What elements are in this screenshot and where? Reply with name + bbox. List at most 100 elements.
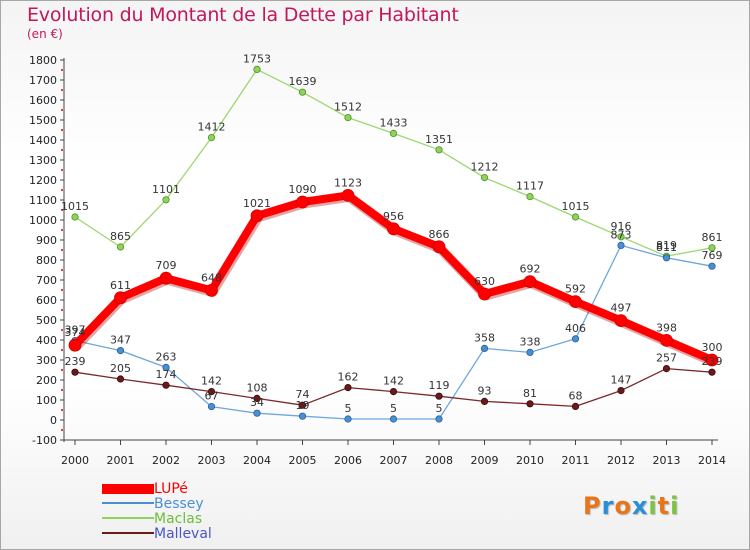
y-minor-marker: [61, 349, 63, 351]
y-tick-label: 800: [36, 254, 57, 267]
y-minor-marker: [61, 409, 63, 411]
data-point-maclas: [207, 134, 216, 142]
x-tick-label: 2000: [61, 454, 89, 467]
y-tick-label: 900: [36, 234, 57, 247]
chart-title: Evolution du Montant de la Dette par Hab…: [27, 4, 459, 26]
logo-letter: P: [583, 492, 602, 520]
data-point-malleval: [617, 386, 625, 395]
data-point-malleval: [571, 402, 580, 410]
x-tick-label: 2009: [471, 454, 499, 467]
data-label-malleval: 93: [478, 384, 492, 397]
y-minor-marker: [61, 189, 63, 191]
data-point-malleval: [662, 364, 671, 373]
y-minor-marker: [61, 89, 63, 91]
data-point-maclas: [253, 65, 261, 74]
data-label-lupe: 592: [565, 283, 586, 296]
data-label-maclas: 1101: [152, 183, 180, 196]
legend-label-malleval: Malleval: [154, 526, 212, 542]
data-label-bessey: 5: [436, 402, 443, 415]
data-point-bessey: [116, 346, 125, 355]
data-label-malleval: 142: [201, 375, 222, 388]
data-label-bessey: 769: [702, 249, 723, 262]
data-point-bessey: [526, 348, 534, 356]
x-tick-label: 2012: [607, 454, 635, 467]
data-point-bessey: [389, 415, 398, 423]
y-tick-label: 1200: [29, 174, 57, 187]
legend-swatch-maclas: [102, 517, 154, 519]
data-label-maclas: 1512: [334, 101, 362, 114]
data-point-bessey: [617, 241, 625, 249]
data-label-malleval: 147: [611, 374, 632, 387]
data-label-malleval: 81: [523, 387, 537, 400]
x-tick-label: 2005: [289, 454, 317, 467]
y-tick-label: 300: [36, 354, 57, 367]
data-label-bessey: 34: [250, 396, 264, 409]
logo-letter: r: [601, 492, 615, 520]
y-tick-label: 400: [36, 334, 57, 347]
data-label-lupe: 630: [474, 275, 495, 288]
chart-unit-label: (en €): [27, 27, 63, 41]
data-label-maclas: 1117: [516, 180, 544, 193]
data-label-malleval: 174: [156, 368, 177, 381]
x-tick-label: 2001: [107, 454, 135, 467]
x-tick-label: 2007: [380, 454, 408, 467]
data-point-malleval: [71, 368, 79, 376]
data-point-maclas: [344, 114, 352, 122]
data-label-lupe: 648: [201, 271, 222, 284]
data-point-bessey: [435, 415, 443, 423]
x-tick-label: 2006: [334, 454, 362, 467]
y-tick-label: 200: [36, 374, 57, 387]
data-label-maclas: 1412: [198, 121, 226, 134]
data-label-maclas: 819: [656, 239, 677, 252]
data-label-malleval: 74: [296, 388, 310, 401]
data-point-malleval: [708, 368, 716, 376]
data-point-lupe: [250, 209, 264, 223]
y-minor-marker: [61, 109, 63, 111]
data-point-bessey: [708, 262, 716, 270]
data-point-lupe: [296, 195, 309, 209]
data-label-maclas: 1015: [61, 200, 89, 213]
data-point-bessey: [571, 335, 580, 343]
y-tick-label: 700: [36, 274, 57, 287]
data-label-malleval: 162: [338, 371, 359, 384]
data-label-maclas: 861: [702, 231, 723, 244]
data-point-lupe: [478, 287, 491, 301]
data-point-lupe: [523, 275, 537, 289]
data-label-malleval: 205: [110, 362, 131, 375]
y-tick-label: 1500: [29, 114, 57, 127]
data-point-maclas: [617, 233, 625, 241]
legend-swatch-malleval: [102, 532, 154, 534]
y-tick-label: 1100: [29, 194, 57, 207]
data-point-lupe: [705, 353, 719, 367]
legend-swatch-bessey: [102, 502, 154, 504]
logo-letter: t: [657, 492, 671, 520]
y-tick-label: 1400: [29, 134, 57, 147]
y-tick-label: 1300: [29, 154, 57, 167]
data-label-bessey: 811: [656, 241, 677, 254]
data-label-bessey: 263: [156, 350, 177, 363]
y-minor-marker: [61, 269, 63, 271]
legend-label-lupe: LUPé: [154, 481, 188, 497]
data-label-lupe: 866: [429, 228, 450, 241]
data-point-malleval: [253, 394, 261, 402]
data-point-lupe: [660, 333, 673, 347]
data-label-bessey: 873: [611, 228, 632, 241]
data-label-lupe: 497: [611, 302, 632, 315]
data-label-lupe: 692: [520, 263, 541, 276]
data-label-malleval: 257: [656, 352, 677, 365]
data-point-bessey: [162, 363, 170, 371]
data-label-bessey: 5: [345, 402, 352, 415]
data-label-bessey: 358: [474, 331, 495, 344]
data-label-maclas: 1351: [425, 133, 453, 146]
data-label-maclas: 916: [611, 220, 632, 233]
data-point-bessey: [298, 412, 307, 420]
y-tick-label: 0: [50, 414, 57, 427]
legend-swatch-lupe: [102, 484, 154, 494]
data-point-lupe: [387, 222, 400, 236]
y-minor-marker: [61, 209, 63, 211]
y-tick-label: 1600: [29, 94, 57, 107]
data-point-lupe: [569, 295, 582, 309]
data-label-lupe: 1123: [334, 176, 362, 189]
data-label-lupe: 1021: [243, 197, 271, 210]
